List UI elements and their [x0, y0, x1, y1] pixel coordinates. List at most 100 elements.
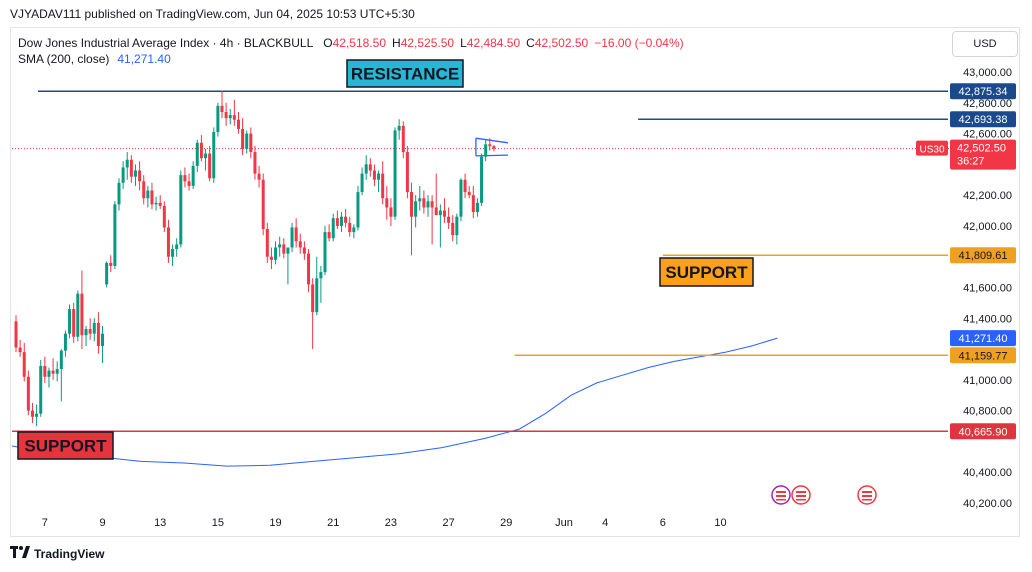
candle [175, 238, 179, 257]
candle [331, 213, 335, 242]
candle [76, 290, 80, 342]
candle [241, 118, 245, 156]
candle [418, 185, 422, 211]
candle [154, 196, 158, 211]
level-tag-label: 41,159.77 [959, 350, 1008, 362]
y-tick-label: 43,000.00 [963, 67, 1012, 79]
candle-body [63, 333, 67, 351]
candle [117, 178, 121, 211]
candle-body [236, 119, 240, 129]
candle-body [377, 173, 381, 180]
y-tick-label: 40,400.00 [963, 467, 1012, 479]
candle-body [397, 125, 401, 131]
candle-body [241, 128, 245, 149]
candle [224, 102, 228, 126]
y-tick-label: 41,000.00 [963, 375, 1012, 387]
candle [467, 185, 471, 199]
candle [410, 182, 414, 256]
candle [414, 195, 418, 228]
candle-body [405, 152, 409, 193]
event-icon-stripe [862, 491, 872, 493]
candle-body [187, 181, 191, 186]
candle-body [438, 210, 442, 216]
candle [352, 224, 356, 239]
candle-body [92, 322, 96, 334]
level-tag-bg [950, 83, 1016, 100]
candle-body [26, 376, 30, 411]
candle-body [302, 247, 306, 254]
candle-body [278, 244, 282, 248]
candle-body [175, 244, 179, 250]
candle [212, 127, 216, 183]
candle [274, 241, 278, 265]
candle-body [208, 153, 212, 179]
candle-body [68, 309, 72, 334]
horizontal-levels: 42,875.34 42,693.38 41,809.61 41,159.77 40,6… [12, 83, 1016, 440]
candle [339, 212, 343, 233]
candle [133, 164, 137, 186]
candle-body [129, 159, 133, 177]
candle-body [418, 198, 422, 202]
candle [393, 127, 397, 220]
candle [113, 201, 117, 270]
event-icon-stripe [796, 499, 806, 501]
candle-body [463, 179, 467, 193]
candle [35, 404, 39, 427]
candle-body [179, 175, 183, 245]
candle-body [434, 207, 438, 216]
candle [447, 207, 451, 230]
candle-body [344, 216, 348, 223]
low-value: 42,484.50 [466, 36, 521, 50]
candle [451, 215, 455, 242]
level-tag-bg [950, 247, 1016, 264]
candle-body [269, 256, 273, 260]
level-tag-label: 40,665.90 [959, 426, 1008, 438]
y-tick-label: 42,600.00 [963, 129, 1012, 141]
candle [179, 170, 183, 248]
countdown-label: 36:27 [957, 156, 985, 168]
candle [344, 208, 348, 228]
candle-body [195, 142, 199, 166]
candle-body [154, 202, 158, 205]
candle [397, 119, 401, 140]
candle-body [109, 262, 113, 266]
x-tick-label: 29 [500, 517, 512, 529]
candle-body [447, 216, 451, 223]
symbol-title[interactable]: Dow Jones Industrial Average Index · 4h … [18, 36, 314, 50]
candle [59, 349, 63, 402]
candle [92, 318, 96, 342]
event-icon-stripe [862, 499, 872, 501]
candle-body [220, 105, 224, 113]
candle-body [150, 190, 154, 205]
candle [307, 249, 311, 293]
sma-row[interactable]: SMA (200, close) 41,271.40 [18, 51, 690, 67]
candle [101, 325, 105, 363]
level-tag-bg [950, 111, 1016, 128]
level-tag-label: 41,809.61 [959, 250, 1008, 262]
candle-body [59, 350, 63, 370]
candle [442, 198, 446, 223]
candle [335, 210, 339, 230]
candle-body [455, 216, 459, 236]
tradingview-logo[interactable]: TradingView [10, 546, 104, 561]
candle-body [480, 156, 484, 203]
candle-body [84, 329, 88, 336]
candle [129, 155, 133, 183]
currency-button[interactable]: USD [952, 31, 1018, 57]
candle-body [274, 247, 278, 260]
candle [249, 127, 253, 159]
candle [216, 102, 220, 137]
candle-body [121, 167, 125, 183]
candle [183, 167, 187, 188]
x-tick-label: 27 [442, 517, 454, 529]
candle-body [430, 201, 434, 208]
candle [232, 99, 236, 126]
candle-body [368, 164, 372, 171]
candle-body [39, 366, 43, 414]
candle-body [125, 159, 129, 168]
candle-body [162, 205, 166, 228]
y-tick-label: 40,200.00 [963, 498, 1012, 510]
candle [323, 225, 327, 276]
